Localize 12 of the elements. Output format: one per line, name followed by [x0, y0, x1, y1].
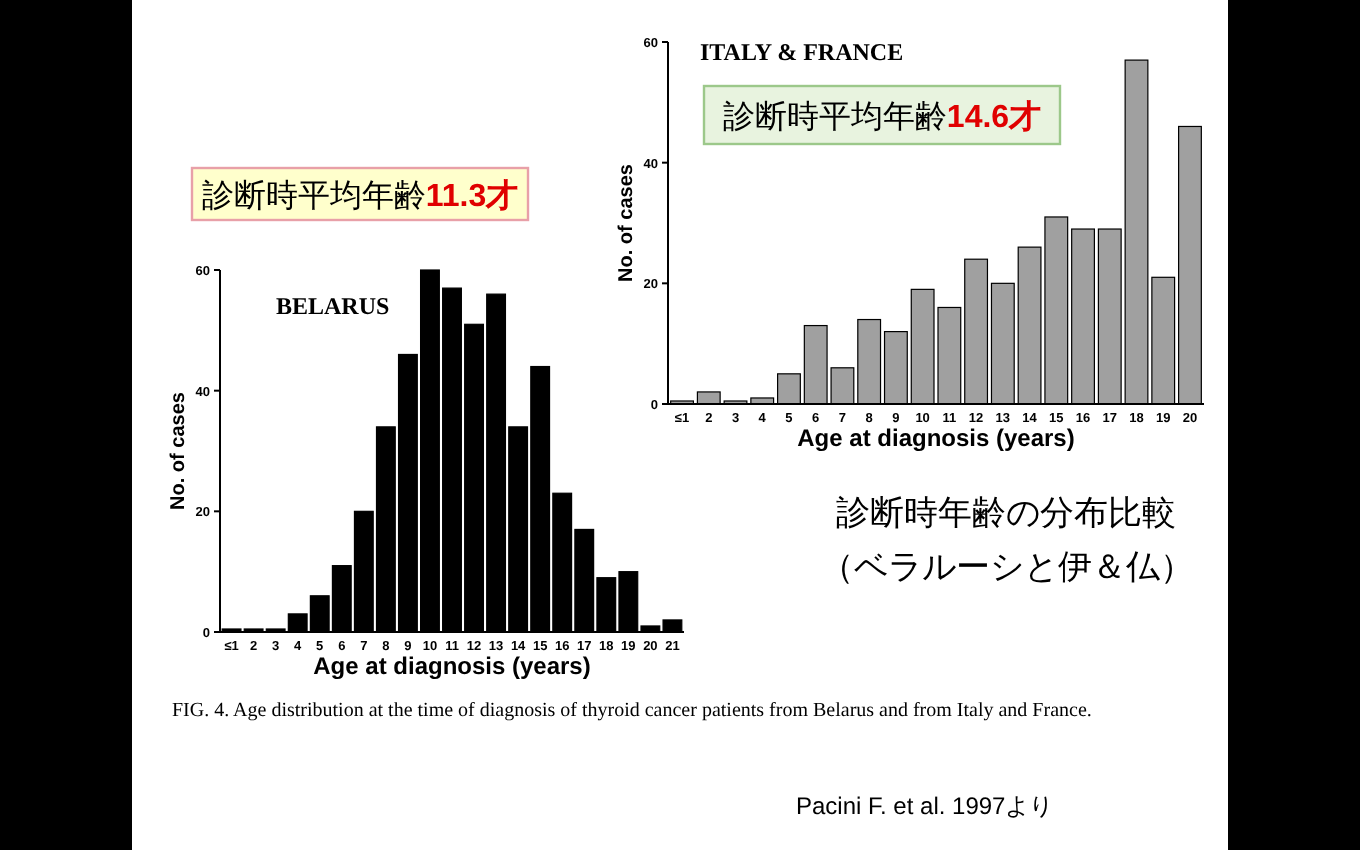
x-axis-title: Age at diagnosis (years): [797, 424, 1075, 452]
y-axis-title: No. of cases: [616, 163, 638, 282]
text: 診断時年齢の分布比較: [836, 494, 1176, 532]
x-axis-title: Age at diagnosis (years): [313, 652, 591, 680]
text: Pacini F. et al. 1997より: [796, 792, 1054, 820]
chart-title: ITALY & FRANCE: [700, 38, 904, 66]
text: 診断時平均年齢11.3才: [201, 178, 519, 214]
caption: FIG. 4. Age distribution at the time of diagnosis of thyroid cancer patients from Belarus and from Italy and France.: [172, 700, 1092, 722]
text: BELARUS: [276, 292, 391, 320]
y-axis-title: No. of cases: [168, 391, 190, 510]
text: （ベラルーシと伊＆仏）: [820, 548, 1194, 586]
annotation: 診断時平均年齢14.6才: [722, 99, 1042, 135]
